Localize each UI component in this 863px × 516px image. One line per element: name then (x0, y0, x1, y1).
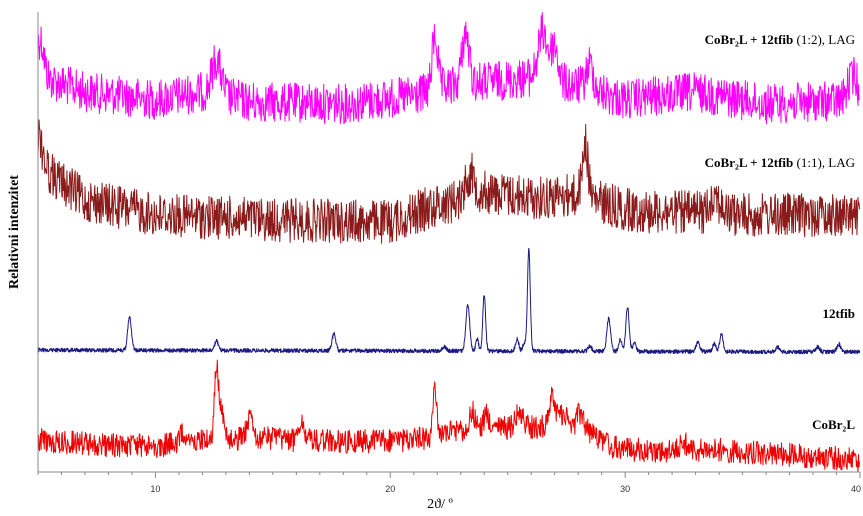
series-label: CoBr₂L (812, 417, 855, 432)
series-line (37, 119, 861, 244)
x-axis-title: 2ϑ/ º (427, 497, 453, 512)
x-ticks-group: 10 20 30 40 (37, 472, 861, 494)
series-label: 12tfib (823, 306, 856, 321)
series-labels-group: CoBr₂L + 12tfib (1:2), LAG CoBr₂L + 12tfi… (705, 32, 856, 432)
x-tick-label: 30 (620, 484, 630, 494)
series-line (37, 12, 860, 125)
series-line (37, 248, 861, 355)
series-label: CoBr₂L + 12tfib (1:2), LAG (705, 32, 855, 47)
y-axis-title: Relativni intenzitet (7, 175, 22, 289)
series-line (37, 359, 861, 472)
traces-group (37, 12, 861, 472)
x-tick-label: 20 (385, 484, 395, 494)
x-tick-label: 40 (851, 484, 861, 494)
x-tick-label: 10 (150, 484, 160, 494)
series-label: CoBr₂L + 12tfib (1:1), LAG (705, 155, 855, 170)
